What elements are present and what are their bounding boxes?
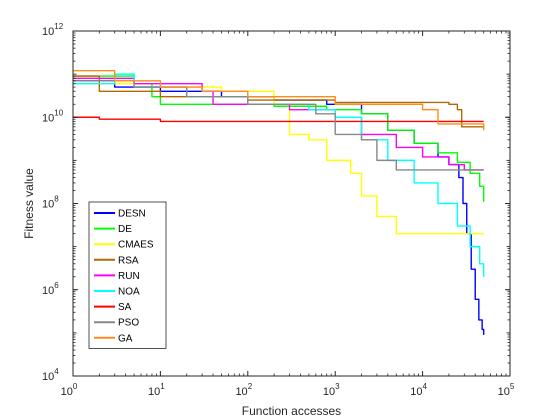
x-tick-base: 10 <box>410 386 422 398</box>
legend-label-noa: NOA <box>118 287 140 298</box>
y-tick-exponent: 4 <box>54 367 59 376</box>
x-tick-base: 10 <box>61 386 73 398</box>
x-tick-exponent: 3 <box>335 382 340 391</box>
legend-label-run: RUN <box>118 271 140 282</box>
x-tick-label: 104 <box>410 382 427 398</box>
y-tick-exponent: 6 <box>54 281 59 290</box>
legend: DESN DE CMAES RSA RUN NOA SA PSO GA <box>88 201 167 349</box>
legend-label-rsa: RSA <box>118 255 139 266</box>
legend-label-sa: SA <box>118 302 132 313</box>
y-tick-label: 108 <box>42 195 59 211</box>
x-axis-ticks: 100 101 102 103 104 105 <box>61 31 515 398</box>
legend-label-cmaes: CMAES <box>118 240 154 251</box>
legend-label-desn: DESN <box>118 209 146 220</box>
x-tick-base: 10 <box>148 386 160 398</box>
x-tick-exponent: 1 <box>160 382 165 391</box>
x-tick-base: 10 <box>323 386 335 398</box>
legend-label-pso: PSO <box>118 318 139 329</box>
y-tick-base: 10 <box>42 26 54 38</box>
x-tick-base: 10 <box>235 386 247 398</box>
y-tick-exponent: 10 <box>54 108 63 117</box>
x-tick-label: 100 <box>61 382 78 398</box>
y-tick-exponent: 12 <box>54 22 63 31</box>
y-tick-exponent: 8 <box>54 195 59 204</box>
y-tick-base: 10 <box>42 285 54 297</box>
y-tick-label: 1010 <box>42 108 64 124</box>
x-tick-exponent: 4 <box>422 382 427 391</box>
y-tick-base: 10 <box>42 112 54 124</box>
y-tick-label: 104 <box>42 367 59 383</box>
x-tick-label: 103 <box>323 382 340 398</box>
y-tick-label: 1012 <box>42 22 64 38</box>
legend-label-de: DE <box>118 224 132 235</box>
x-tick-base: 10 <box>498 386 510 398</box>
series-line-ga <box>73 70 485 131</box>
x-tick-exponent: 0 <box>73 382 78 391</box>
series-line-de <box>73 75 485 202</box>
y-tick-base: 10 <box>42 371 54 383</box>
x-axis-label: Function accesses <box>242 404 341 418</box>
x-tick-label: 105 <box>498 382 515 398</box>
y-tick-label: 106 <box>42 281 59 297</box>
legend-label-ga: GA <box>118 333 133 344</box>
x-tick-label: 101 <box>148 382 165 398</box>
series-layer <box>73 70 485 335</box>
series-line-sa <box>73 116 484 123</box>
y-tick-base: 10 <box>42 199 54 211</box>
x-tick-exponent: 2 <box>248 382 253 391</box>
y-axis-label: Fitness value <box>22 168 36 239</box>
x-tick-label: 102 <box>235 382 252 398</box>
x-tick-exponent: 5 <box>510 382 515 391</box>
